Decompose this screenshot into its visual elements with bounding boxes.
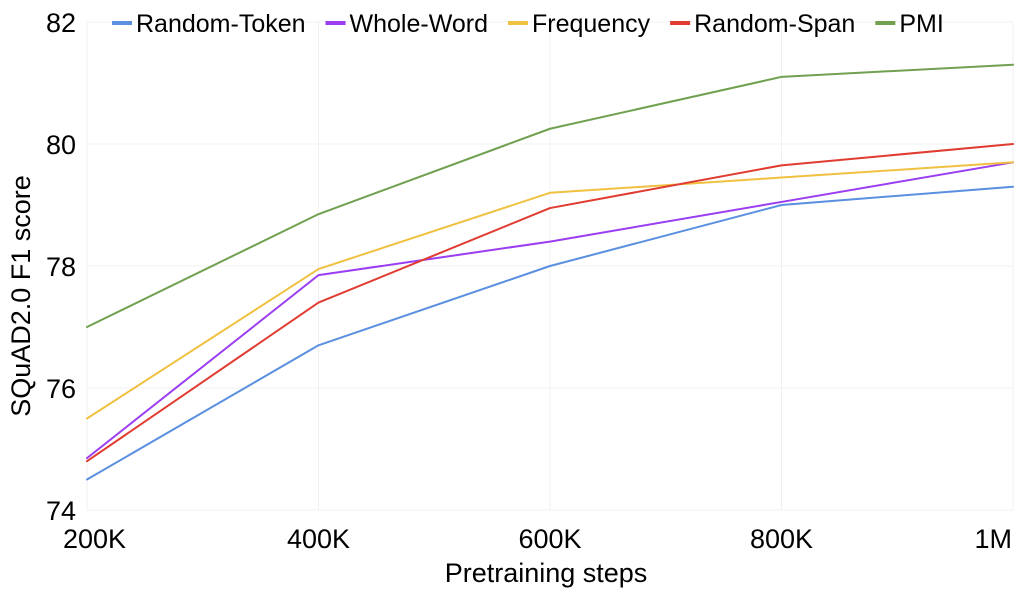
series-lines xyxy=(86,63,1014,481)
y-tick-label: 76 xyxy=(46,374,76,404)
x-tick-label: 800K xyxy=(750,524,813,554)
y-axis-title: SQuAD2.0 F1 score xyxy=(6,175,36,417)
y-tick-label: 78 xyxy=(46,252,76,282)
y-axis-ticks: 74 76 78 80 82 xyxy=(46,8,76,526)
legend: Random-Token Whole-Word Frequency Random-Sp… xyxy=(112,10,944,38)
x-tick-label: 400K xyxy=(287,524,350,554)
x-tick-label: 200K xyxy=(63,524,126,554)
series-line-pmi xyxy=(86,63,1014,328)
series-line-random-span xyxy=(86,143,1014,463)
y-tick-label: 74 xyxy=(46,496,76,526)
x-axis-title: Pretraining steps xyxy=(445,558,648,588)
x-axis-ticks: 200K 400K 600K 800K 1M xyxy=(63,524,1012,554)
y-tick-label: 82 xyxy=(46,8,76,38)
legend-label: Frequency xyxy=(532,10,651,38)
legend-label: Random-Span xyxy=(694,10,855,38)
legend-label: PMI xyxy=(899,10,943,38)
series-line-random-token xyxy=(86,185,1014,481)
y-tick-label: 80 xyxy=(46,130,76,160)
legend-label: Whole-Word xyxy=(350,10,488,38)
x-tick-label: 1M xyxy=(974,524,1012,554)
x-tick-label: 600K xyxy=(518,524,581,554)
series-line-whole-word xyxy=(86,161,1014,460)
legend-label: Random-Token xyxy=(136,10,306,38)
series-line-frequency xyxy=(86,161,1014,420)
